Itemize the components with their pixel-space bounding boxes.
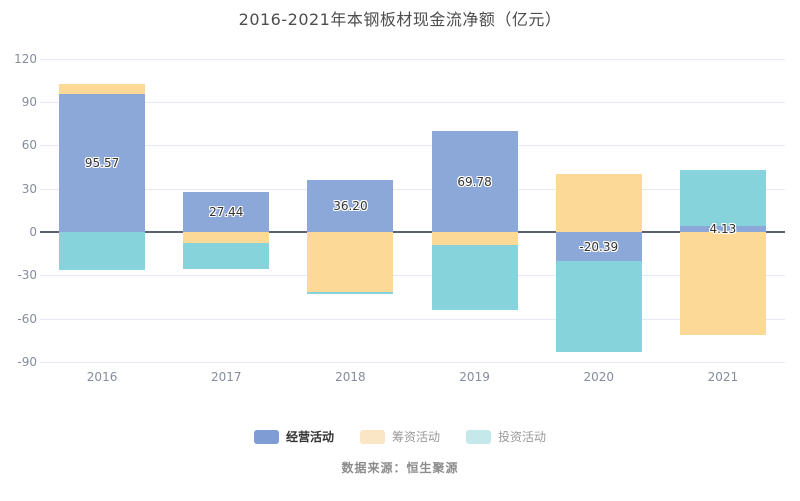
bar-segment-经营活动-2017[interactable] [183, 192, 270, 232]
bar-segment-筹资活动-2021[interactable] [679, 232, 766, 335]
bar-value-label: 4.13 [709, 222, 737, 237]
bar-segment-筹资活动-2018[interactable] [307, 232, 394, 292]
x-axis-category-label: 2020 [583, 370, 615, 384]
bar-value-label: 95.57 [84, 156, 120, 171]
legend-swatch-investing [466, 430, 491, 444]
bar-segment-筹资活动-2019[interactable] [431, 232, 518, 245]
y-axis-tick-label: 30 [21, 181, 37, 196]
bar-segment-投资活动-2016[interactable] [59, 232, 146, 270]
bar-segment-筹资活动-2017[interactable] [183, 232, 270, 243]
legend-item-investing[interactable]: 投资活动 [466, 430, 546, 444]
x-axis-category-label: 2021 [707, 370, 739, 384]
bar-segment-投资活动-2017[interactable] [183, 242, 270, 270]
chart-title: 2016-2021年本钢板材现金流净额（亿元） [238, 10, 562, 29]
legend-label-financing: 筹资活动 [391, 430, 440, 444]
legend-label-investing: 投资活动 [498, 430, 547, 444]
bar-segment-经营活动-2019[interactable] [431, 131, 518, 232]
bar-segment-筹资活动-2016[interactable] [59, 83, 146, 95]
bar-segment-经营活动-2020[interactable] [555, 232, 642, 262]
gridline [40, 275, 785, 277]
bar-segment-投资活动-2019[interactable] [431, 244, 518, 310]
y-axis-tick-label: 60 [21, 138, 37, 153]
y-axis-tick-label: -30 [17, 268, 37, 283]
bar-value-label: 27.44 [209, 205, 244, 220]
legend-item-financing[interactable]: 筹资活动 [359, 430, 440, 444]
bar-value-label: -20.39 [579, 239, 619, 254]
legend: 经营活动 筹资活动 投资活动 [0, 430, 800, 444]
zero-axis-line [40, 231, 785, 233]
bar-segment-筹资活动-2020[interactable] [555, 173, 642, 232]
bar-segment-经营活动-2018[interactable] [307, 179, 394, 232]
y-axis-tick-label: -60 [17, 311, 37, 326]
legend-label-operating: 经营活动 [285, 430, 334, 444]
bar-segment-经营活动-2021[interactable] [679, 226, 766, 232]
y-axis-tick-label: 90 [21, 95, 37, 110]
y-axis-tick-label: 0 [29, 225, 37, 239]
bar-segment-投资活动-2018[interactable] [307, 291, 394, 295]
bar-value-label: 36.20 [333, 198, 368, 213]
gridline [40, 145, 785, 147]
source-caption: 数据来源：恒生聚源 [341, 461, 459, 475]
legend-item-operating[interactable]: 经营活动 [253, 430, 334, 444]
x-axis-category-label: 2018 [335, 370, 366, 384]
x-axis-category-label: 2016 [86, 370, 118, 384]
gridline [40, 102, 785, 104]
y-axis-tick-label: -90 [17, 354, 37, 369]
bar-segment-投资活动-2021[interactable] [679, 170, 766, 227]
x-axis-category-label: 2019 [459, 370, 490, 384]
bar-segment-投资活动-2020[interactable] [555, 261, 642, 352]
gridline [40, 318, 785, 320]
bar-segment-经营活动-2016[interactable] [59, 94, 146, 232]
legend-swatch-operating [253, 430, 279, 444]
legend-swatch-financing [359, 430, 385, 444]
gridline [40, 188, 785, 190]
y-axis-tick-label: 120 [14, 51, 37, 66]
x-axis-category-label: 2017 [210, 370, 242, 384]
gridline [40, 58, 785, 60]
gridline [40, 361, 785, 363]
bar-value-label: 69.78 [457, 174, 492, 189]
